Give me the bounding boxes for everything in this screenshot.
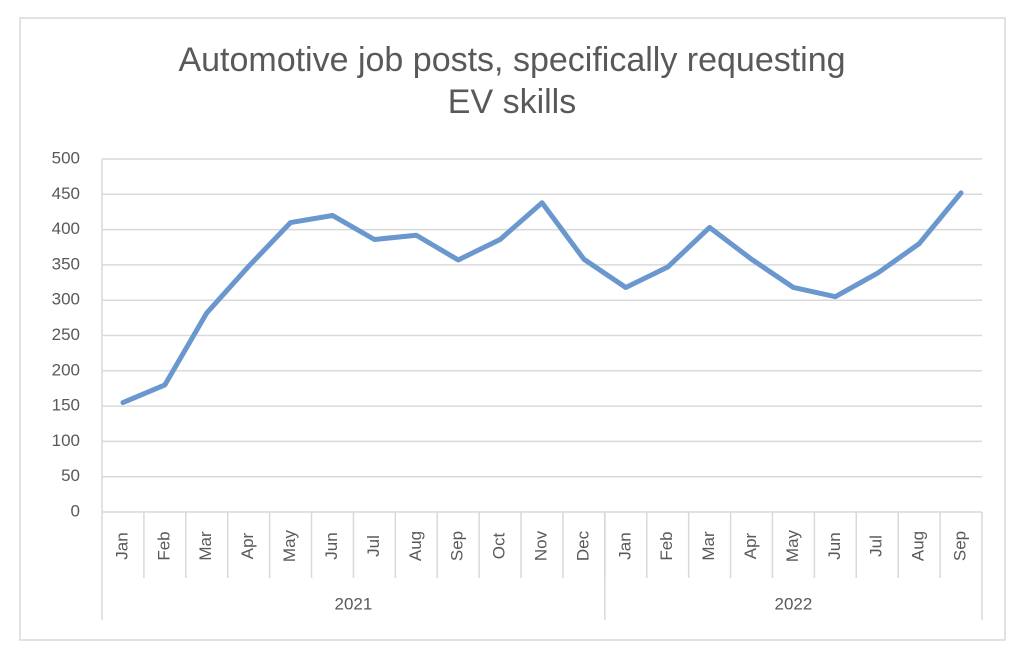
x-tick-label: Feb	[657, 531, 676, 560]
x-tick-label: Jun	[825, 532, 844, 559]
y-tick-label: 250	[52, 325, 80, 344]
group-label: 2022	[775, 594, 813, 613]
x-tick-label: Sep	[951, 531, 970, 561]
y-tick-label: 500	[52, 148, 80, 167]
x-tick-label: Apr	[238, 532, 257, 559]
x-tick-label: Mar	[196, 531, 215, 561]
x-tick-label: Jul	[364, 535, 383, 557]
chart-title: EV skills	[448, 83, 576, 121]
data-line	[120, 190, 964, 406]
group-label: 2021	[335, 594, 373, 613]
x-tick-label: Apr	[741, 532, 760, 559]
x-tick-label: Sep	[448, 531, 467, 561]
y-tick-label: 50	[61, 466, 80, 485]
x-tick-label: May	[783, 529, 802, 562]
x-tick-label: Jul	[867, 535, 886, 557]
y-tick-label: 350	[52, 254, 80, 273]
x-tick-label: Jun	[322, 532, 341, 559]
y-tick-label: 400	[52, 219, 80, 238]
y-tick-label: 150	[52, 396, 80, 415]
chart-border	[19, 17, 1006, 641]
y-tick-label: 450	[52, 184, 80, 203]
y-tick-label: 200	[52, 360, 80, 379]
x-tick-label: Oct	[490, 533, 509, 560]
x-tick-label: Aug	[406, 531, 425, 561]
x-tick-label: Mar	[699, 531, 718, 561]
x-tick-label: Feb	[154, 531, 173, 560]
y-tick-label: 300	[52, 290, 80, 309]
y-tick-label: 0	[71, 501, 80, 520]
y-tick-label: 100	[52, 431, 80, 450]
x-tick-label: May	[280, 529, 299, 562]
x-tick-label: Jan	[112, 532, 131, 559]
x-tick-label: Jan	[615, 532, 634, 559]
chart-title: Automotive job posts, specifically reque…	[178, 41, 845, 79]
x-tick-label: Aug	[909, 531, 928, 561]
x-tick-label: Nov	[531, 530, 550, 561]
x-tick-label: Dec	[573, 530, 592, 561]
